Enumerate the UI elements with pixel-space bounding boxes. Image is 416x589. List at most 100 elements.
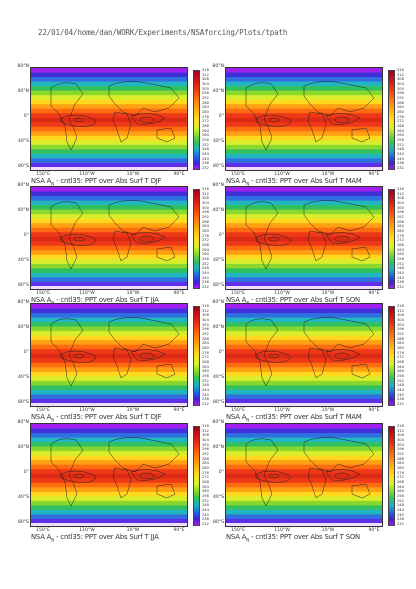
- longitude-label: 110°W: [79, 291, 95, 296]
- colorbar-tick-label: 268: [202, 243, 209, 248]
- colorbar-tick-label: 256: [397, 494, 404, 499]
- colorbar-ticks: 316 312 308 304 300 296 292 288 284 280 276 272 268 2…: [397, 68, 404, 171]
- longitude-label: 90°E: [173, 172, 185, 177]
- map-image: [225, 423, 383, 527]
- map-image: [225, 67, 383, 171]
- latitude-label: 80°S: [17, 283, 29, 288]
- colorbar-tick-label: 280: [397, 466, 404, 471]
- colorbar-tick-label: 240: [202, 275, 209, 280]
- colorbar-tick-label: 244: [202, 152, 209, 157]
- colorbar-tick-label: 252: [397, 261, 404, 266]
- caption-subscript: N: [246, 417, 250, 423]
- colorbar-tick-label: 256: [397, 374, 404, 379]
- colorbar: [388, 70, 395, 170]
- colorbar-tick-label: 308: [397, 313, 404, 318]
- panel-caption: NSA AN - cntl35: PPT over Abs Surf T MAM: [226, 413, 362, 422]
- colorbar-tick-label: 292: [202, 332, 209, 337]
- colorbar-tick-label: 252: [202, 378, 209, 383]
- colorbar-tick-label: 260: [397, 133, 404, 138]
- colorbar-tick-label: 276: [397, 470, 404, 475]
- colorbar-tick-label: 248: [397, 266, 404, 271]
- colorbar-tick-label: 304: [397, 438, 404, 443]
- colorbar-tick-label: 288: [397, 456, 404, 461]
- latitude-label: 80°S: [17, 400, 29, 405]
- colorbar-tick-label: 312: [202, 428, 209, 433]
- latitude-label: 80°N: [17, 183, 29, 188]
- latitude-label: 80°N: [212, 420, 224, 425]
- panel-caption: NSA AN - cntl35: PPT over Abs Surf T SON: [226, 533, 360, 542]
- plot-path-header: 22/01/04/home/dan/WORK/Experiments/NSAfo…: [38, 28, 288, 37]
- caption-prefix: NSA A: [226, 533, 247, 541]
- longitude-label: 110°W: [274, 172, 290, 177]
- latitude-label: 0°: [218, 350, 224, 355]
- colorbar-tick-label: 272: [397, 119, 404, 124]
- colorbar-tick-label: 236: [202, 280, 209, 285]
- colorbar-ticks: 316 312 308 304 300 296 292 288 284 280 276 272 268 2…: [397, 187, 404, 290]
- map-panel: 80°N 40°N 0° 40°S 80°S 150°E 110°W 10°W 90°E 316 3…: [208, 183, 416, 326]
- colorbar-tick-label: 300: [397, 322, 404, 327]
- colorbar-tick-label: 280: [202, 466, 209, 471]
- colorbar-tick-label: 264: [397, 247, 404, 252]
- latitude-label: 80°S: [212, 520, 224, 525]
- caption-subscript: N: [246, 300, 250, 306]
- colorbar-tick-label: 256: [202, 494, 209, 499]
- colorbar-tick-label: 236: [397, 280, 404, 285]
- longitude-label: 150°E: [36, 408, 50, 413]
- colorbar-tick-label: 268: [397, 480, 404, 485]
- colorbar-tick-label: 292: [397, 452, 404, 457]
- caption-rest: - cntl35: PPT over Abs Surf T JJA: [54, 533, 159, 541]
- colorbar: [193, 306, 200, 406]
- latitude-label: 0°: [218, 114, 224, 119]
- colorbar-tick-label: 268: [397, 243, 404, 248]
- colorbar-tick-label: 232: [397, 522, 404, 527]
- colorbar: [193, 70, 200, 170]
- latitude-label: 40°N: [17, 208, 29, 213]
- colorbar-tick-label: 284: [202, 224, 209, 229]
- map-panel: 80°N 40°N 0° 40°S 80°S 150°E 110°W 10°W 90°E 316 3…: [13, 183, 221, 326]
- latitude-label: 40°N: [212, 325, 224, 330]
- colorbar-tick-label: 264: [397, 364, 404, 369]
- longitude-label: 10°W: [126, 291, 140, 296]
- colorbar-ticks: 316 312 308 304 300 296 292 288 284 280 276 272 268 2…: [202, 187, 209, 290]
- map-image: [30, 186, 188, 290]
- colorbar-tick-label: 304: [397, 82, 404, 87]
- colorbar-tick-label: 300: [202, 86, 209, 91]
- colorbar-tick-label: 288: [202, 219, 209, 224]
- colorbar-tick-label: 284: [397, 461, 404, 466]
- colorbar-tick-label: 300: [202, 205, 209, 210]
- colorbar-tick-label: 260: [397, 369, 404, 374]
- colorbar-tick-label: 264: [202, 128, 209, 133]
- colorbar-tick-label: 316: [397, 424, 404, 428]
- colorbar-tick-label: 240: [202, 156, 209, 161]
- colorbar-tick-label: 292: [202, 452, 209, 457]
- colorbar-tick-label: 248: [202, 266, 209, 271]
- colorbar-tick-label: 252: [397, 142, 404, 147]
- longitude-label: 110°W: [274, 408, 290, 413]
- colorbar-tick-label: 296: [397, 447, 404, 452]
- latitude-label: 40°S: [212, 139, 224, 144]
- longitude-label: 150°E: [231, 408, 245, 413]
- colorbar-tick-label: 244: [397, 508, 404, 513]
- latitude-label: 80°N: [17, 300, 29, 305]
- colorbar-tick-label: 280: [397, 110, 404, 115]
- colorbar-tick-label: 280: [397, 229, 404, 234]
- caption-rest: - cntl35: PPT over Abs Surf T JJA: [54, 296, 159, 304]
- colorbar: [193, 426, 200, 526]
- colorbar-tick-label: 280: [397, 346, 404, 351]
- colorbar-tick-label: 232: [397, 285, 404, 290]
- colorbar-tick-label: 276: [202, 233, 209, 238]
- colorbar-tick-label: 268: [397, 124, 404, 129]
- colorbar-tick-label: 300: [397, 442, 404, 447]
- longitude-label: 110°W: [79, 408, 95, 413]
- map-image: [225, 303, 383, 407]
- colorbar-tick-label: 308: [202, 313, 209, 318]
- colorbar: [388, 189, 395, 289]
- colorbar-tick-label: 232: [202, 522, 209, 527]
- colorbar-ticks: 316 312 308 304 300 296 292 288 284 280 276 272 268 2…: [397, 424, 404, 527]
- longitude-label: 90°E: [368, 291, 380, 296]
- colorbar-tick-label: 316: [397, 187, 404, 191]
- colorbar-tick-label: 292: [397, 215, 404, 220]
- latitude-label: 80°S: [17, 520, 29, 525]
- colorbar-tick-label: 236: [397, 161, 404, 166]
- caption-prefix: NSA A: [226, 413, 247, 421]
